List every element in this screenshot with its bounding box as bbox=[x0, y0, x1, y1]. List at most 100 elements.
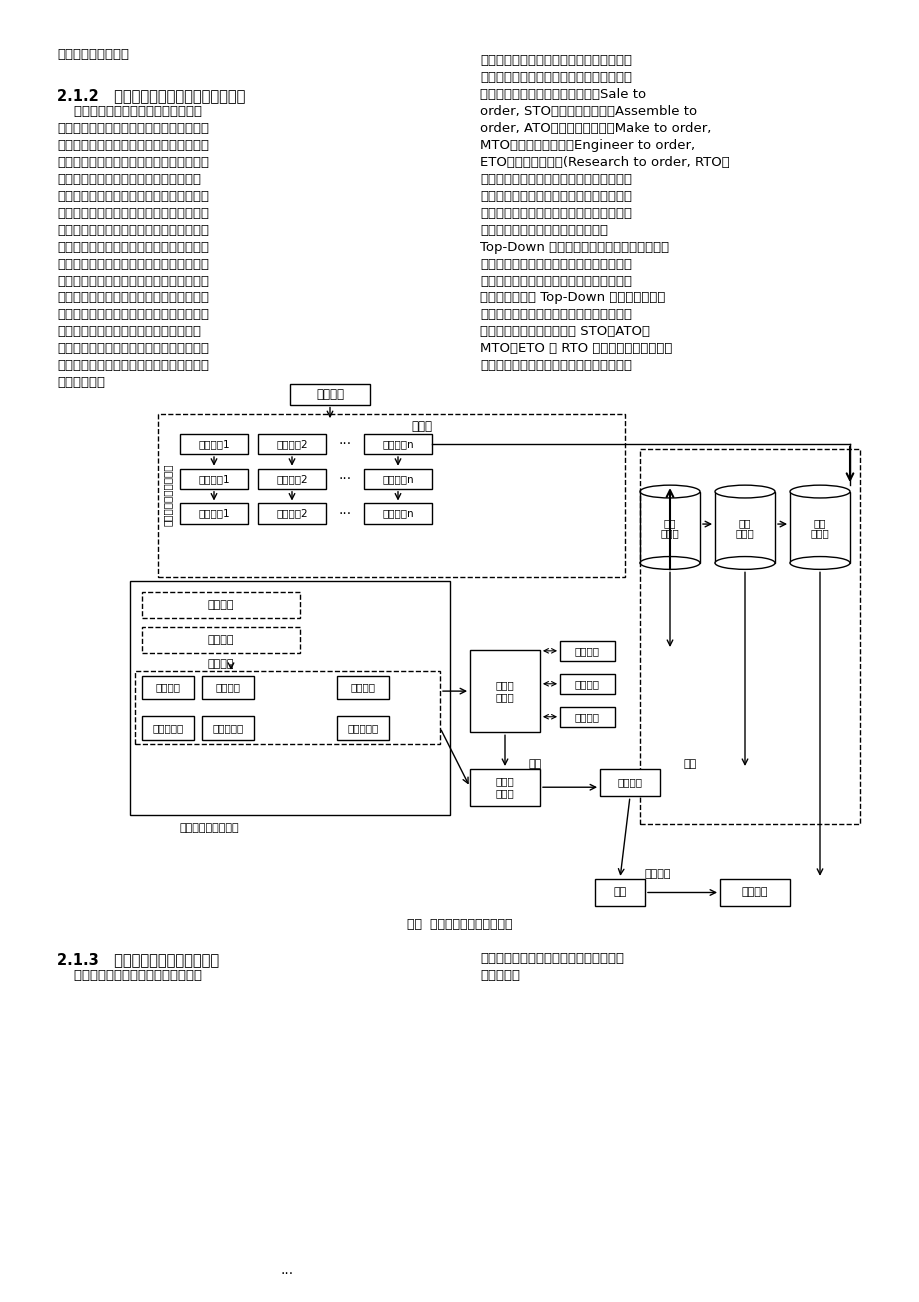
Text: 新产品
基因组: 新产品 基因组 bbox=[495, 776, 514, 798]
Text: 基因库: 基因库 bbox=[660, 529, 678, 539]
Text: 零件库: 零件库 bbox=[810, 529, 828, 539]
Bar bbox=[470, 769, 539, 806]
Text: 外界环境: 外界环境 bbox=[208, 635, 234, 644]
Bar bbox=[142, 716, 194, 740]
Text: 2.1.3   产品基因工程与大批量定制: 2.1.3 产品基因工程与大批量定制 bbox=[57, 952, 219, 967]
Text: 现有产品: 现有产品 bbox=[315, 388, 344, 401]
Text: 产品: 产品 bbox=[663, 518, 675, 527]
Bar bbox=[180, 469, 248, 488]
Text: 生物基因工程能够将基因从生物体内: 生物基因工程能够将基因从生物体内 bbox=[57, 105, 202, 118]
Text: 的生产方式方式分成按订单销售（Sale to: 的生产方式方式分成按订单销售（Sale to bbox=[480, 89, 645, 102]
Text: 2.1.2   产品全生命周期基因工程系统框架: 2.1.2 产品全生命周期基因工程系统框架 bbox=[57, 89, 245, 103]
Text: ···: ··· bbox=[338, 506, 351, 521]
Text: 转录: 转录 bbox=[528, 759, 541, 769]
Bar bbox=[180, 434, 248, 454]
Text: 子功能１: 子功能１ bbox=[155, 682, 180, 693]
Text: 重构的
基因组: 重构的 基因组 bbox=[495, 681, 514, 702]
Text: 境下进行基因表达和最终对新生成产品评: 境下进行基因表达和最终对新生成产品评 bbox=[57, 326, 200, 339]
Text: ···: ··· bbox=[280, 1267, 293, 1281]
Bar bbox=[595, 879, 644, 906]
Bar bbox=[142, 676, 194, 699]
Text: 实体结构2: 实体结构2 bbox=[276, 439, 308, 449]
Text: 方法，同样基于 Top-Down 的顺序将它们应: 方法，同样基于 Top-Down 的顺序将它们应 bbox=[480, 292, 664, 305]
Text: 生长，生成新的机械产品，用于支持产品的: 生长，生成新的机械产品，用于支持产品的 bbox=[57, 241, 209, 254]
Text: 零部件的标准化和模块化，而产品基因本身: 零部件的标准化和模块化，而产品基因本身 bbox=[480, 190, 631, 203]
Ellipse shape bbox=[714, 486, 774, 497]
Text: 零件装配: 零件装配 bbox=[643, 870, 670, 879]
Text: 提取出来，在体外进行改造，再将重组基因: 提取出来，在体外进行改造，再将重组基因 bbox=[57, 122, 209, 135]
Text: 实体结构n: 实体结构n bbox=[381, 439, 414, 449]
Text: 需求功能: 需求功能 bbox=[208, 600, 234, 611]
Text: 实体结构1: 实体结构1 bbox=[198, 439, 230, 449]
Text: 械领域的应用，它是提取现有产品基因、建: 械领域的应用，它是提取现有产品基因、建 bbox=[57, 275, 209, 288]
Bar bbox=[202, 676, 254, 699]
Ellipse shape bbox=[789, 556, 849, 569]
Bar bbox=[714, 492, 774, 562]
Text: 环境因子ｎ: 环境因子ｎ bbox=[347, 723, 379, 733]
Text: 度的不同，即客户订单分离点在企业生产过: 度的不同，即客户订单分离点在企业生产过 bbox=[480, 55, 631, 68]
Text: 地联系起来，对于机械产品来说，可以借鉴: 地联系起来，对于机械产品来说，可以借鉴 bbox=[57, 190, 209, 203]
Bar bbox=[135, 671, 439, 745]
Text: 生物的有关遗传规律与产品设计理论有机: 生物的有关遗传规律与产品设计理论有机 bbox=[57, 173, 200, 186]
Bar bbox=[158, 414, 624, 577]
Text: Top-Down 的风格将产品基因分为五个层次，: Top-Down 的风格将产品基因分为五个层次， bbox=[480, 241, 668, 254]
Text: 子功能ｎ: 子功能ｎ bbox=[350, 682, 375, 693]
Text: ···: ··· bbox=[338, 437, 351, 450]
Text: 五种类型。大批量定制的技术核心是产品及: 五种类型。大批量定制的技术核心是产品及 bbox=[480, 173, 631, 186]
Text: 环境因子２: 环境因子２ bbox=[212, 723, 244, 733]
Bar bbox=[470, 650, 539, 732]
Text: ···: ··· bbox=[338, 471, 351, 486]
Bar bbox=[257, 504, 325, 523]
Bar bbox=[289, 384, 369, 405]
Bar bbox=[789, 492, 849, 562]
Text: 模式库: 模式库 bbox=[735, 529, 754, 539]
Bar bbox=[364, 434, 432, 454]
Bar bbox=[640, 492, 699, 562]
Text: 产品基因的获取与扩增: 产品基因的获取与扩增 bbox=[163, 464, 173, 526]
Text: 功能基因: 功能基因 bbox=[574, 646, 599, 656]
Text: 概念结构: 概念结构 bbox=[617, 777, 641, 788]
Text: 新产品基因组的评价: 新产品基因组的评价 bbox=[180, 823, 239, 833]
Text: 以改造，重组出新的产品基因，并使其自动: 以改造，重组出新的产品基因，并使其自动 bbox=[57, 224, 209, 237]
Text: 制深度的产品大规模定制设计。由此可知，: 制深度的产品大规模定制设计。由此可知， bbox=[480, 359, 631, 372]
Text: 产品: 产品 bbox=[613, 888, 626, 897]
Text: 实体: 实体 bbox=[813, 518, 825, 527]
Bar bbox=[257, 469, 325, 488]
Text: 环境因子１: 环境因子１ bbox=[153, 723, 184, 733]
Text: 的创新设计。图１为产品全生命周期基因工: 的创新设计。图１为产品全生命周期基因工 bbox=[57, 359, 209, 372]
Text: 实体零件: 实体零件 bbox=[741, 888, 767, 897]
Text: 分别是产品基因、模块基因、零件基因、模: 分别是产品基因、模块基因、零件基因、模 bbox=[480, 258, 631, 271]
Text: 产品基因n: 产品基因n bbox=[381, 509, 414, 518]
Bar bbox=[142, 592, 300, 618]
Text: 式基因和功能表面基因，利用产品基因工程: 式基因和功能表面基因，利用产品基因工程 bbox=[480, 275, 631, 288]
Text: 就代表着标准功能表面、标准模式、标准零: 就代表着标准功能表面、标准模式、标准零 bbox=[480, 207, 631, 220]
Text: ETO）和按订单研制(Research to order, RTO）: ETO）和按订单研制(Research to order, RTO） bbox=[480, 156, 729, 169]
Text: 立产品基因库、根据用户需求按照一定的法: 立产品基因库、根据用户需求按照一定的法 bbox=[57, 292, 209, 305]
Bar bbox=[599, 769, 659, 797]
Text: 则进行基因重组、重组基因评价、在特定环: 则进行基因重组、重组基因评价、在特定环 bbox=[57, 309, 209, 322]
Text: 部件和标准产品，因此我们可以基于: 部件和标准产品，因此我们可以基于 bbox=[480, 224, 607, 237]
Text: 产品基因2: 产品基因2 bbox=[276, 509, 308, 518]
Ellipse shape bbox=[714, 556, 774, 569]
Bar bbox=[142, 628, 300, 652]
Text: 控制基因: 控制基因 bbox=[574, 712, 599, 721]
Text: 程系统框架。: 程系统框架。 bbox=[57, 376, 105, 389]
Bar bbox=[336, 676, 389, 699]
Text: 产品基因工程正是实现大批量定制的良好: 产品基因工程正是实现大批量定制的良好 bbox=[480, 952, 623, 965]
Ellipse shape bbox=[640, 556, 699, 569]
Text: 分解重构: 分解重构 bbox=[208, 659, 234, 669]
Text: 概念结构2: 概念结构2 bbox=[276, 474, 308, 484]
Text: order, ATO）、按订单制造（Make to order,: order, ATO）、按订单制造（Make to order, bbox=[480, 122, 710, 135]
Text: 产品基因1: 产品基因1 bbox=[198, 509, 230, 518]
Text: 的生长、进化与产品设计存在着相似性，将: 的生长、进化与产品设计存在着相似性，将 bbox=[57, 156, 209, 169]
Bar bbox=[640, 448, 859, 824]
Text: 概念: 概念 bbox=[738, 518, 751, 527]
Text: 成产品的生长过程。: 成产品的生长过程。 bbox=[57, 48, 129, 61]
Bar bbox=[560, 707, 614, 727]
Bar bbox=[336, 716, 389, 740]
Bar bbox=[560, 641, 614, 661]
Bar bbox=[202, 716, 254, 740]
Text: MTO）、按订单设计（Engineer to order,: MTO）、按订单设计（Engineer to order, bbox=[480, 139, 695, 152]
Text: 翻译: 翻译 bbox=[683, 759, 696, 769]
Text: order, STO）、按订单装配（Assemble to: order, STO）、按订单装配（Assemble to bbox=[480, 105, 697, 118]
